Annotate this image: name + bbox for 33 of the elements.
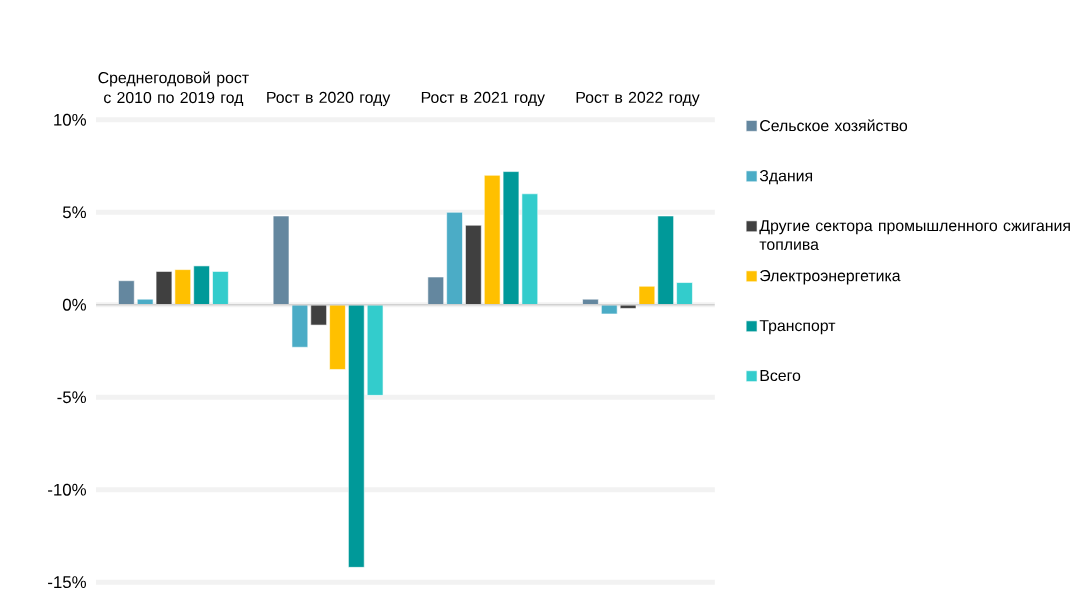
y-tick-label: 0% — [62, 298, 86, 311]
bar — [193, 265, 210, 306]
x-tick-label: Рост в 2020 году — [267, 91, 391, 107]
bar — [601, 304, 618, 315]
y-tick-label: -15% — [48, 576, 86, 589]
bar — [272, 215, 290, 306]
bar — [465, 224, 482, 306]
bar — [676, 282, 693, 306]
bar — [638, 285, 656, 306]
legend-label: Транспорт — [759, 320, 836, 335]
legend-label: Сельское хозяйство — [760, 119, 908, 132]
x-tick-label: Среднегодовой рост с 2010 по 2019 год — [98, 71, 249, 107]
legend-label: Всего — [760, 370, 801, 382]
legend-label: Другие сектора промышленного сжигания топлива — [759, 220, 1070, 251]
bar — [427, 276, 444, 306]
bar — [329, 304, 346, 370]
legend-label: Здания — [759, 170, 813, 185]
bar — [366, 304, 384, 396]
y-tick-label: 5% — [62, 206, 86, 219]
bar — [291, 304, 309, 348]
y-tick-label: -10% — [48, 483, 86, 496]
y-tick-label: -5% — [57, 391, 86, 404]
legend-label: Электроэнергетика — [760, 270, 901, 285]
bar — [118, 280, 135, 306]
x-tick-label: Рост в 2021 году — [421, 91, 545, 107]
x-tick-label: Рост в 2022 году — [576, 91, 700, 107]
bar — [446, 212, 463, 306]
bar — [657, 215, 674, 306]
bar — [348, 304, 365, 568]
y-tick-label: 10% — [54, 113, 86, 126]
bar — [619, 304, 637, 309]
bar — [310, 304, 327, 326]
bar — [212, 271, 229, 306]
